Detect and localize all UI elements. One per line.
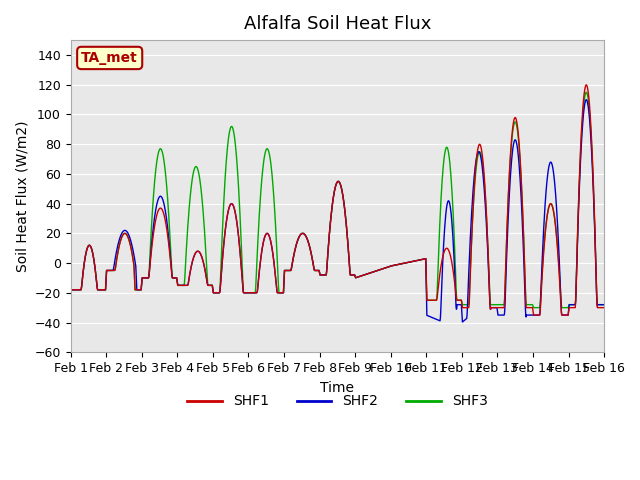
Line: SHF3: SHF3 xyxy=(70,92,604,308)
SHF3 xyxy=(130,260,138,266)
SHF3 xyxy=(600,302,608,308)
SHF1 xyxy=(314,268,321,274)
SHF1 xyxy=(304,239,312,244)
SHF3 xyxy=(558,305,566,311)
Text: TA_met: TA_met xyxy=(81,51,138,65)
SHF1 xyxy=(67,287,74,293)
SHF2 xyxy=(600,302,608,308)
SHF2 xyxy=(293,240,301,245)
SHF2 xyxy=(314,268,321,274)
X-axis label: Time: Time xyxy=(321,381,355,395)
SHF2 xyxy=(108,268,116,274)
Y-axis label: Soil Heat Flux (W/m2): Soil Heat Flux (W/m2) xyxy=(15,120,29,272)
SHF2 xyxy=(459,319,467,325)
Title: Alfalfa Soil Heat Flux: Alfalfa Soil Heat Flux xyxy=(244,15,431,33)
SHF1 xyxy=(582,82,590,88)
SHF3 xyxy=(108,268,116,274)
Legend: SHF1, SHF2, SHF3: SHF1, SHF2, SHF3 xyxy=(181,389,493,414)
SHF1 xyxy=(293,240,301,245)
SHF3 xyxy=(293,240,301,245)
SHF1 xyxy=(558,312,566,318)
SHF2 xyxy=(67,287,74,293)
SHF1 xyxy=(600,305,608,311)
SHF2 xyxy=(582,97,590,103)
Line: SHF2: SHF2 xyxy=(70,100,604,322)
SHF3 xyxy=(314,268,321,274)
SHF1 xyxy=(371,269,378,275)
SHF1 xyxy=(108,268,116,274)
SHF1 xyxy=(130,260,138,266)
SHF3 xyxy=(304,239,312,244)
SHF3 xyxy=(371,269,378,275)
SHF3 xyxy=(67,287,74,293)
SHF2 xyxy=(130,251,138,256)
SHF3 xyxy=(582,89,590,95)
SHF2 xyxy=(371,269,378,275)
SHF2 xyxy=(304,239,312,244)
Line: SHF1: SHF1 xyxy=(70,85,604,315)
